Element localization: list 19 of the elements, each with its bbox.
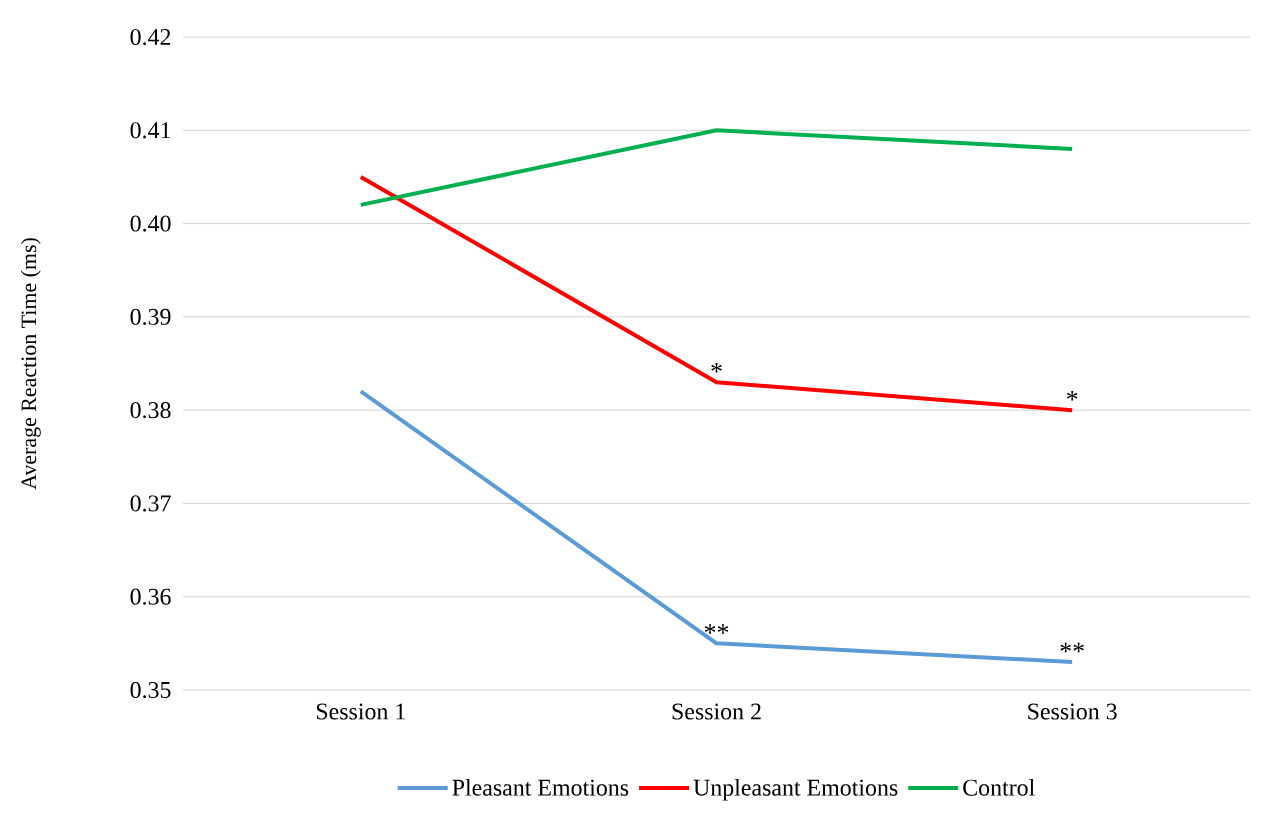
annotation: ** — [704, 624, 729, 634]
x-tick-label: Session 2 — [672, 703, 761, 720]
annotation: * — [711, 362, 722, 373]
y-tick-label: 0.38 — [130, 402, 171, 419]
y-tick-label: 0.39 — [130, 308, 171, 325]
legend-label: Pleasant Emotions — [452, 778, 629, 796]
y-tick-label: 0.35 — [130, 681, 171, 699]
y-tick-label: 0.41 — [130, 122, 171, 139]
y-tick-label: 0.36 — [130, 588, 171, 605]
y-axis-title: Average Reaction Time (ms) — [20, 238, 41, 490]
y-tick-label: 0.40 — [130, 215, 171, 232]
y-tick-label: 0.42 — [130, 28, 171, 46]
x-tick-label: Session 1 — [316, 703, 405, 720]
annotation: * — [1066, 390, 1078, 401]
y-tick-label: 0.37 — [130, 495, 171, 512]
annotation: ** — [1060, 642, 1084, 653]
legend-label: Control — [963, 778, 1035, 796]
x-tick-label: Session 3 — [1028, 703, 1117, 720]
legend-label: Unpleasant Emotions — [693, 778, 898, 801]
